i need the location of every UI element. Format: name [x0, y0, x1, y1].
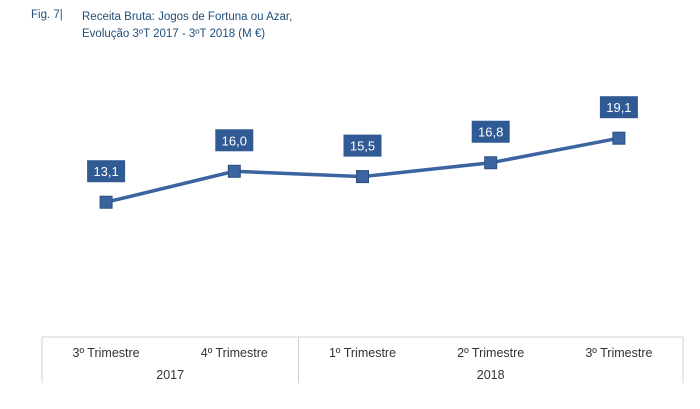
data-label: 13,1	[93, 164, 118, 179]
x-tick-label: 4º Trimestre	[201, 346, 268, 360]
data-label-box	[87, 160, 126, 183]
figure-label: Fig. 7|	[31, 9, 63, 21]
data-label-box	[215, 129, 254, 152]
data-label-box	[599, 96, 638, 119]
data-label-box	[471, 120, 510, 143]
chart-title-block: Receita Bruta: Jogos de Fortuna ou Azar,…	[82, 9, 292, 43]
x-tick-label: 1º Trimestre	[329, 346, 396, 360]
x-tick-label: 3º Trimestre	[73, 346, 140, 360]
data-point-marker	[484, 156, 498, 170]
chart-subtitle: Evolução 3ºT 2017 - 3ºT 2018 (M €)	[82, 28, 266, 40]
data-label: 15,5	[350, 139, 375, 154]
chart-title: Receita Bruta: Jogos de Fortuna ou Azar,	[82, 11, 293, 23]
data-point-marker	[612, 131, 626, 145]
data-label-box	[343, 134, 382, 157]
x-tick-label: 3º Trimestre	[585, 346, 652, 360]
data-point-marker	[227, 164, 241, 178]
x-tick-label: 2º Trimestre	[457, 346, 524, 360]
data-label: 16,0	[222, 133, 247, 148]
data-label: 19,1	[606, 100, 631, 115]
group-label: 2018	[477, 368, 505, 382]
data-point-marker	[99, 195, 113, 209]
data-point-marker	[356, 170, 369, 184]
data-label: 16,8	[478, 125, 503, 140]
group-label: 2017	[156, 368, 184, 382]
